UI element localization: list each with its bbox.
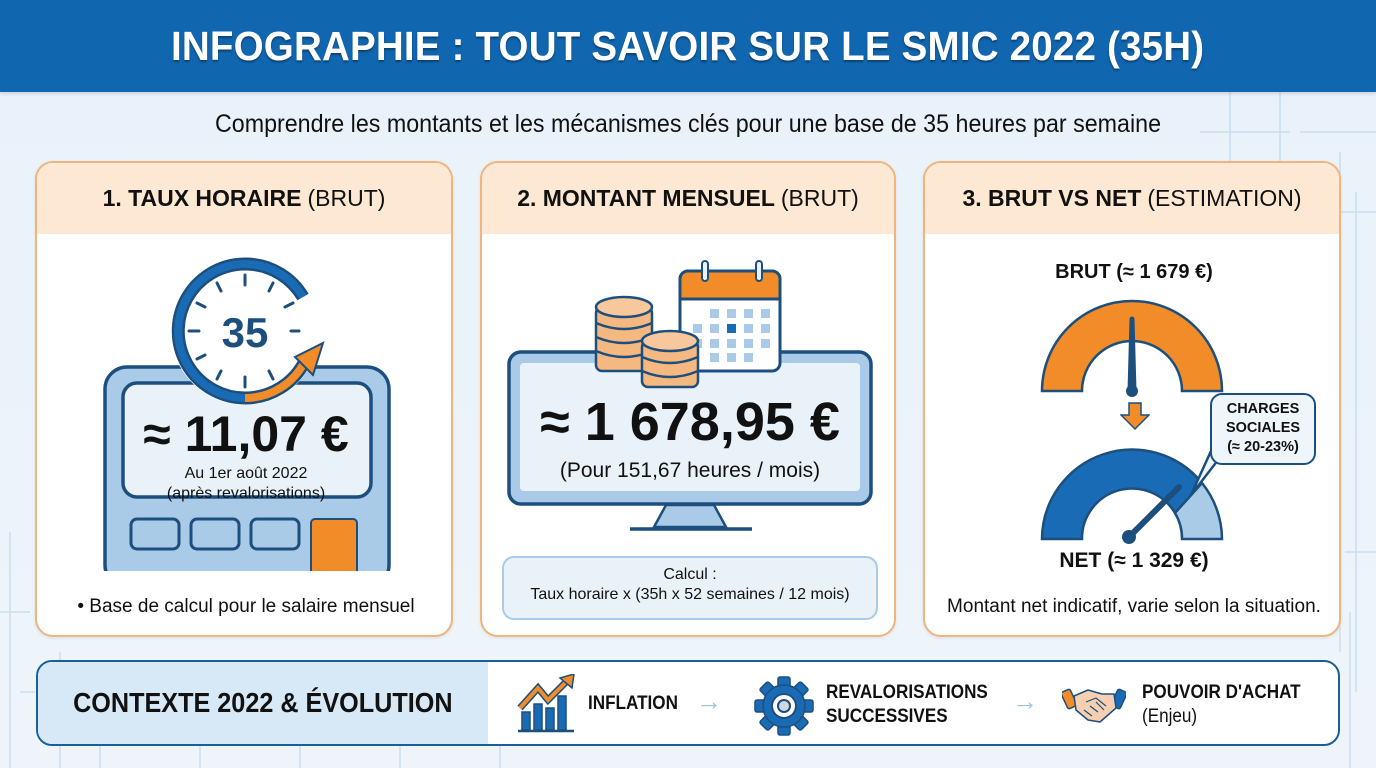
card-title: 1. TAUX HORAIRE (102, 185, 302, 211)
card-brut-vs-net: 3. BRUT VS NET (ESTIMATION) BRUT (≈ 1 67… (923, 161, 1341, 637)
step-label-line: SUCCESSIVES (826, 706, 948, 727)
step-label-line: REVALORISATIONS (826, 682, 988, 703)
card-title-qualifier: (BRUT) (307, 185, 386, 211)
bubble-line: CHARGES (1226, 401, 1300, 417)
svg-text:35: 35 (222, 309, 269, 356)
card-header: 2. MONTANT MENSUEL (BRUT) (482, 163, 894, 234)
hourly-rate-value: ≈ 11,07 € (143, 406, 349, 462)
card-title-qualifier: (ESTIMATION) (1147, 185, 1302, 211)
context-banner: CONTEXTE 2022 & ÉVOLUTION INFLATION → (36, 660, 1340, 746)
card-header: 1. TAUX HORAIRE (BRUT) (37, 163, 451, 234)
card-title-qualifier: (BRUT) (780, 185, 859, 211)
clock-icon: 35 (171, 257, 325, 405)
calculation-formula: Taux horaire x (35h x 52 semaines / 12 m… (530, 586, 850, 603)
context-title: CONTEXTE 2022 & ÉVOLUTION (73, 687, 453, 718)
step-label-line: (Enjeu) (1142, 706, 1198, 727)
step-label-line: POUVOIR D'ACHAT (1142, 682, 1301, 703)
flow-arrow-icon: → (1012, 686, 1038, 716)
bubble-line: SOCIALES (1225, 420, 1301, 436)
rate-date-note: Au 1er août 2022 (184, 465, 308, 482)
card-title: 3. BRUT VS NET (962, 185, 1142, 211)
page-subtitle: Comprendre les montants et les mécanisme… (214, 110, 1162, 138)
monitor-icon (507, 350, 873, 531)
context-title-panel: CONTEXTE 2022 & ÉVOLUTION (38, 662, 488, 744)
step-pouvoir-achat-label: POUVOIR D'ACHAT (Enjeu) (1142, 681, 1301, 729)
step-inflation-label: INFLATION (588, 693, 678, 714)
charges-sociales-bubble: CHARGES SOCIALES (≈ 20-23%) (1210, 393, 1316, 465)
gear-icon (754, 676, 814, 736)
card-taux-horaire: 1. TAUX HORAIRE (BRUT) (35, 161, 453, 637)
card-montant-mensuel: 2. MONTANT MENSUEL (BRUT) ≈ 1 678,95 € (480, 161, 896, 637)
card-footer-note: Montant net indicatif, varie selon la si… (947, 596, 1321, 617)
bubble-line: (≈ 20-23%) (1227, 439, 1299, 455)
context-flow: INFLATION → REVALORISATION (488, 662, 1338, 744)
net-label: NET (≈ 1 329 €) (1059, 549, 1209, 572)
brut-label: BRUT (≈ 1 679 €) (1055, 261, 1213, 283)
rate-revaluation-note: (après revalorisations) (166, 485, 326, 502)
step-revalorisations-label: REVALORISATIONS SUCCESSIVES (826, 681, 988, 729)
flow-arrow-icon: → (696, 686, 722, 716)
coins-icon (594, 295, 700, 389)
gauge-brut-icon (1040, 299, 1224, 397)
card-header: 3. BRUT VS NET (ESTIMATION) (925, 163, 1339, 234)
trend-chart-icon (517, 674, 575, 733)
calendar-icon (678, 260, 782, 373)
card-title: 2. MONTANT MENSUEL (517, 185, 775, 211)
calculation-box: Calcul : Taux horaire x (35h x 52 semain… (502, 556, 878, 620)
title-banner: INFOGRAPHIE : TOUT SAVOIR SUR LE SMIC 20… (0, 0, 1376, 92)
down-arrow-icon (1120, 402, 1150, 431)
monthly-hours-note: (Pour 151,67 heures / mois) (559, 459, 821, 482)
calculation-label: Calcul : (663, 566, 717, 583)
monthly-amount-value: ≈ 1 678,95 € (540, 392, 840, 452)
page-title: INFOGRAPHIE : TOUT SAVOIR SUR LE SMIC 20… (171, 22, 1205, 69)
card-footer-note: • Base de calcul pour le salaire mensuel (77, 596, 415, 617)
handshake-icon (1062, 688, 1126, 723)
